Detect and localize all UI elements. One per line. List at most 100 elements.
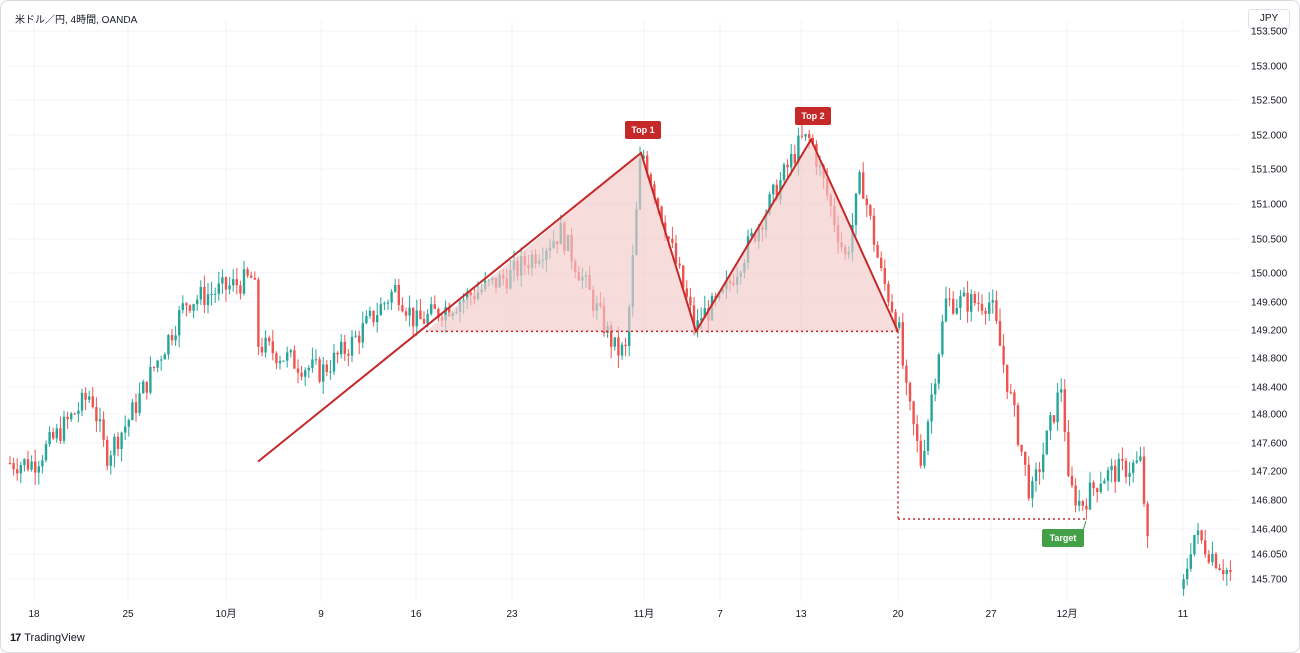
- brand-label: TradingView: [24, 632, 85, 644]
- candle-body: [1074, 485, 1077, 506]
- candle-body: [1013, 392, 1016, 406]
- time-tick-label: 10月: [215, 608, 236, 620]
- candle-body: [350, 336, 354, 356]
- candle-body: [300, 372, 303, 377]
- candle-body: [1132, 462, 1135, 473]
- candle-body: [239, 285, 242, 294]
- time-tick-label: 16: [410, 609, 422, 620]
- candle-body: [656, 198, 660, 207]
- candle-body: [210, 294, 213, 296]
- double-top-pattern: Top 1 Top 2 Target: [257, 107, 1087, 547]
- candle-body: [397, 285, 400, 306]
- candle-body: [1110, 465, 1113, 471]
- candle-body: [998, 320, 1002, 346]
- candle-body: [289, 350, 292, 353]
- candle-body: [343, 341, 346, 354]
- candle-body: [1027, 464, 1030, 499]
- candle-body: [340, 341, 343, 355]
- candle-body: [775, 184, 778, 200]
- candle-body: [1121, 458, 1124, 461]
- candle-body: [23, 459, 26, 466]
- candle-body: [613, 337, 616, 347]
- candle-body: [203, 286, 206, 305]
- candle-body: [98, 419, 102, 422]
- price-axis: 153.500 153.000 152.500 152.000 151.500 151.0…: [1251, 27, 1288, 586]
- candle-body: [667, 236, 670, 239]
- candle-body: [919, 440, 922, 466]
- candle-body: [178, 310, 181, 336]
- candle-body: [898, 322, 901, 328]
- price-tick-label: 146.050: [1251, 550, 1288, 561]
- candle-body: [260, 346, 264, 353]
- candle-body: [750, 232, 753, 237]
- candle-body: [1038, 469, 1041, 473]
- candle-body: [782, 164, 786, 181]
- candle-body: [883, 268, 886, 284]
- candle-body: [962, 292, 966, 297]
- time-tick-label: 7: [717, 609, 723, 620]
- price-tick-label: 151.500: [1251, 165, 1288, 176]
- candle-body: [1063, 389, 1066, 433]
- candle-body: [858, 172, 861, 194]
- candle-body: [692, 305, 696, 329]
- candle-body: [174, 335, 177, 341]
- candle-body: [800, 135, 804, 137]
- candle-body: [379, 304, 382, 316]
- candle-body: [887, 283, 890, 302]
- candle-body: [386, 302, 390, 304]
- candle-body: [224, 277, 228, 290]
- candle-body: [77, 410, 80, 415]
- candle-body: [854, 193, 858, 225]
- candle-body: [415, 310, 418, 327]
- candle-body: [383, 303, 386, 305]
- candle-body: [62, 416, 66, 441]
- time-tick-label: 13: [795, 609, 807, 620]
- candle-body: [12, 463, 15, 470]
- candle-body: [804, 134, 807, 137]
- candle-body: [912, 401, 915, 425]
- candle-body: [1142, 456, 1146, 504]
- candle-body: [952, 298, 955, 314]
- candle-body: [138, 393, 141, 414]
- candle-body: [894, 311, 897, 328]
- candle-body: [973, 294, 976, 304]
- candle-body: [646, 155, 649, 175]
- candle-body: [880, 257, 883, 269]
- candle-body: [1182, 579, 1185, 589]
- candle-body: [1096, 488, 1099, 492]
- currency-button[interactable]: JPY: [1248, 9, 1290, 29]
- candle-body: [1020, 444, 1023, 452]
- candle-body: [1196, 530, 1200, 535]
- candle-body: [923, 450, 926, 466]
- candle-body: [329, 371, 332, 373]
- candle-body: [347, 353, 350, 356]
- candle-body: [1085, 505, 1088, 510]
- candle-body: [376, 315, 379, 323]
- candle-body: [80, 392, 84, 411]
- candle-body: [293, 350, 296, 369]
- candle-body: [1204, 540, 1207, 555]
- candle-body: [124, 426, 127, 433]
- candle-body: [926, 421, 930, 451]
- candle-body: [264, 337, 267, 353]
- candle-body: [653, 184, 656, 199]
- candle-body: [948, 298, 951, 300]
- candle-body: [113, 436, 116, 456]
- price-tick-label: 146.400: [1251, 525, 1288, 536]
- top1-label: Top 1: [631, 125, 654, 135]
- candle-body: [296, 368, 300, 373]
- candle-body: [934, 383, 937, 395]
- candle-body: [232, 279, 235, 286]
- top1-badge: [625, 121, 661, 139]
- candle-body: [1024, 451, 1027, 465]
- candle-body: [1034, 469, 1038, 482]
- candle-body: [422, 319, 426, 324]
- candle-body: [408, 307, 411, 316]
- candle-body: [55, 428, 58, 439]
- time-tick-label: 25: [122, 609, 134, 620]
- candle-body: [336, 352, 339, 355]
- candle-body: [196, 299, 199, 305]
- candle-body: [131, 402, 134, 421]
- candle-body: [1002, 345, 1005, 365]
